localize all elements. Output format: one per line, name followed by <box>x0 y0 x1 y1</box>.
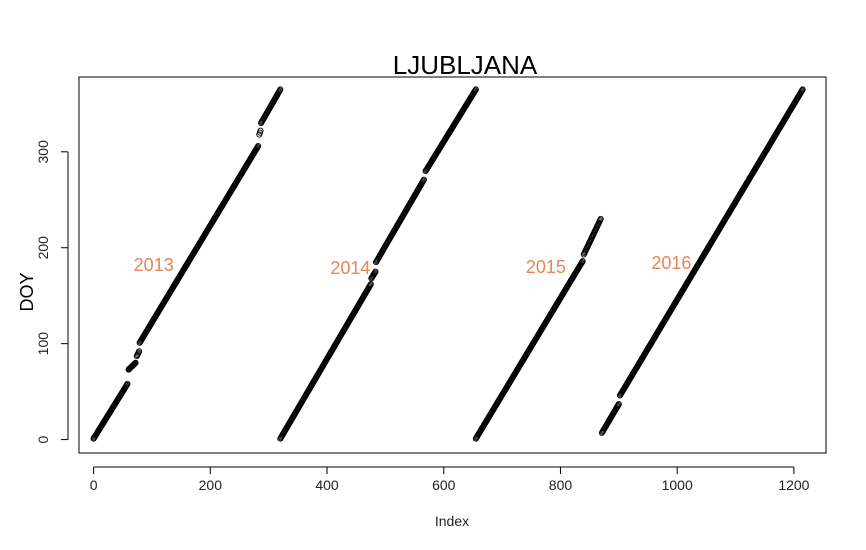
data-point <box>130 361 137 368</box>
y-tick-label: 300 <box>35 140 51 164</box>
y-tick-label: 100 <box>35 332 51 356</box>
data-point <box>277 86 284 93</box>
year-label: 2014 <box>330 258 370 278</box>
year-label: 2016 <box>651 253 691 273</box>
data-point <box>367 281 374 288</box>
x-tick-label: 800 <box>549 477 573 493</box>
data-point <box>372 268 379 275</box>
y-tick-label: 0 <box>35 435 51 443</box>
year-label: 2015 <box>526 257 566 277</box>
data-points <box>90 86 806 442</box>
x-axis-label: Index <box>435 513 469 529</box>
x-tick-label: 1200 <box>778 477 809 493</box>
data-point <box>131 360 139 367</box>
data-point <box>131 360 138 368</box>
data-point <box>615 401 622 408</box>
x-tick-label: 1000 <box>662 477 693 493</box>
y-tick-label: 200 <box>35 236 51 260</box>
year-label: 2013 <box>134 255 174 275</box>
y-axis: 0 100 200 300 <box>35 140 69 443</box>
data-point <box>597 215 604 223</box>
data-point <box>255 143 262 150</box>
data-point <box>420 176 427 183</box>
data-point <box>132 359 139 366</box>
data-point <box>136 348 143 355</box>
data-point <box>579 258 586 265</box>
plot-frame <box>78 76 827 454</box>
data-point <box>257 127 264 134</box>
data-point <box>799 86 806 93</box>
year-annotations: 2013 2014 2015 2016 <box>134 253 692 278</box>
x-tick-label: 400 <box>315 477 339 493</box>
x-tick-label: 0 <box>90 477 98 493</box>
x-tick-label: 600 <box>432 477 456 493</box>
y-axis-label: DOY <box>17 272 37 311</box>
data-point <box>472 86 479 93</box>
data-point <box>124 380 131 387</box>
chart-title: LJUBLJANA <box>393 50 538 80</box>
data-point <box>123 381 130 388</box>
x-axis: 0 200 400 600 800 1000 1200 <box>90 466 810 493</box>
x-tick-label: 200 <box>199 477 223 493</box>
